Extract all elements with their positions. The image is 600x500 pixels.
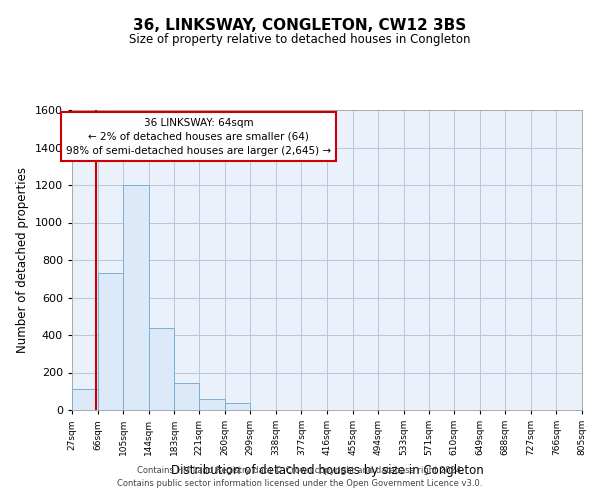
Bar [98, 273, 123, 410]
Text: 36 LINKSWAY: 64sqm
← 2% of detached houses are smaller (64)
98% of semi-detached: 36 LINKSWAY: 64sqm ← 2% of detached hous… [66, 118, 331, 156]
Text: Contains HM Land Registry data © Crown copyright and database right 2024.
Contai: Contains HM Land Registry data © Crown c… [118, 466, 482, 487]
Text: Size of property relative to detached houses in Congleton: Size of property relative to detached ho… [129, 32, 471, 46]
Y-axis label: Number of detached properties: Number of detached properties [16, 167, 29, 353]
Bar [72, 390, 98, 410]
Bar [225, 404, 250, 410]
Bar [174, 383, 199, 410]
X-axis label: Distribution of detached houses by size in Congleton: Distribution of detached houses by size … [170, 464, 484, 476]
Bar [199, 399, 225, 410]
Bar [123, 185, 149, 410]
Text: 36, LINKSWAY, CONGLETON, CW12 3BS: 36, LINKSWAY, CONGLETON, CW12 3BS [133, 18, 467, 32]
Bar [149, 328, 174, 410]
